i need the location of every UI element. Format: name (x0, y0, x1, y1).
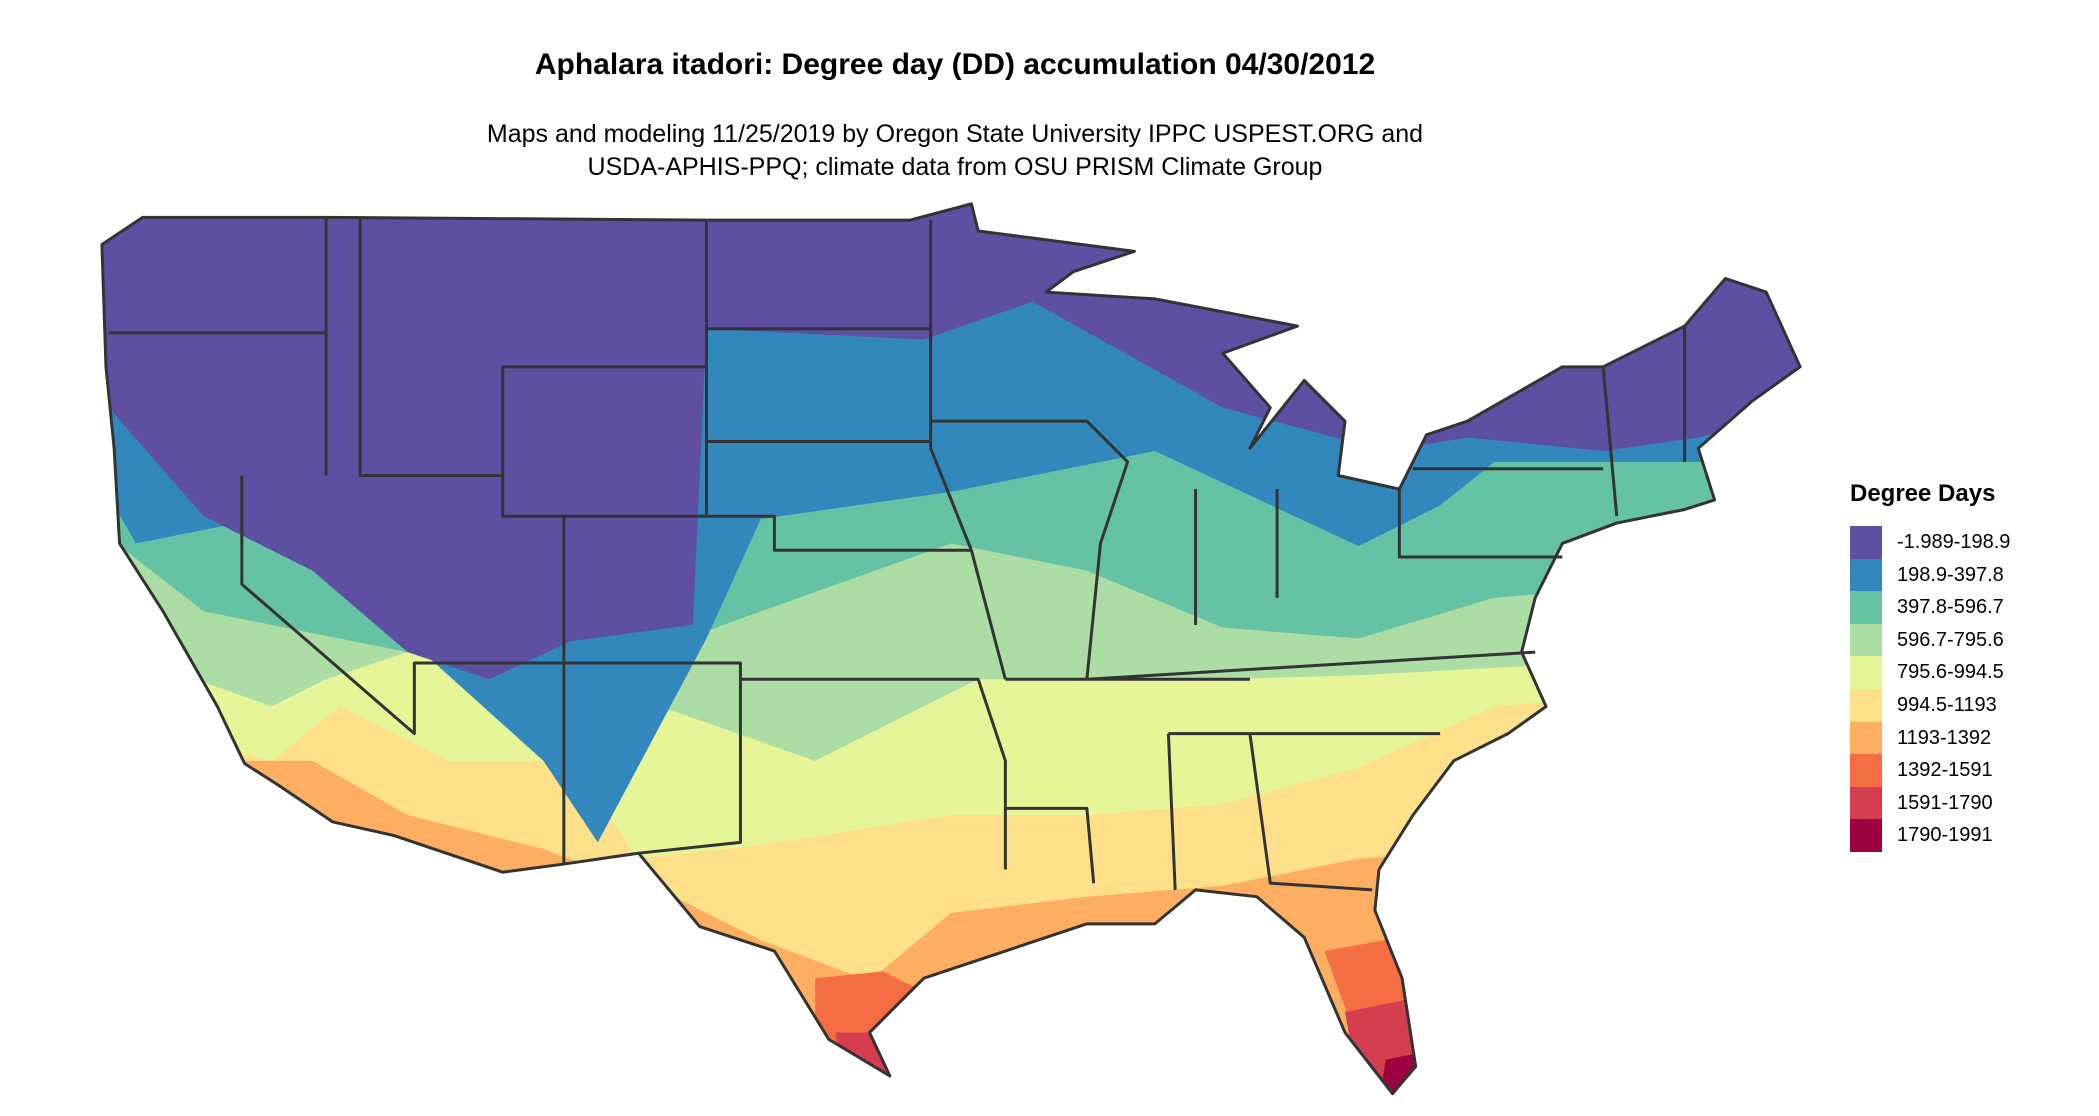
legend-label: 1392-1591 (1897, 759, 1993, 782)
legend-label: 596.7-795.6 (1897, 628, 2004, 651)
legend-swatch (1850, 656, 1882, 690)
legend-swatch (1850, 819, 1882, 853)
legend-item: 397.8-596.7 (1850, 591, 2004, 625)
legend-label: 1790-1991 (1897, 824, 1993, 847)
legend-label: 994.5-1193 (1897, 694, 1997, 716)
legend-item: 596.7-795.6 (1850, 623, 2004, 657)
legend-item: -1.989-198.9 (1850, 526, 2010, 559)
map-subtitle-line-1: Maps and modeling 11/25/2019 by Oregon S… (486, 120, 1424, 148)
legend-swatch (1850, 786, 1882, 820)
legend-label: 198.9-397.8 (1897, 563, 2004, 586)
state-borders (100, 202, 1802, 1096)
zone-1392-1591-texas (815, 971, 924, 1087)
legend-swatch (1850, 689, 1882, 722)
legend-swatch (1850, 754, 1882, 788)
legend-item: 1193-1392 (1850, 721, 1992, 755)
legend-swatch (1850, 558, 1882, 592)
legend-swatch (1850, 623, 1882, 657)
map-subtitle-line-2: USDA-APHIS-PPQ; climate data from OSU PR… (587, 153, 1323, 181)
legend-label: 1193-1392 (1897, 726, 1992, 749)
legend-label: 397.8-596.7 (1897, 596, 2004, 619)
legend-swatch (1850, 591, 1882, 625)
legend-item: 795.6-994.5 (1850, 656, 2004, 690)
legend-item: 198.9-397.8 (1850, 558, 2004, 592)
legend-item: 1392-1591 (1850, 754, 1993, 788)
legend-item: 1790-1991 (1850, 819, 1993, 853)
legend-item: 1591-1790 (1850, 786, 1993, 820)
legend-swatch (1850, 526, 1882, 559)
legend-label: 795.6-994.5 (1897, 661, 2004, 684)
legend-label: -1.989-198.9 (1897, 531, 2011, 553)
legend-label: 1591-1790 (1897, 791, 1993, 814)
legend-item: 994.5-1193 (1850, 689, 1997, 722)
legend-title: Degree Days (1850, 480, 1996, 507)
legend-swatch (1850, 721, 1882, 755)
map-title: Aphalara itadori: Degree day (DD) accumu… (534, 48, 1376, 81)
